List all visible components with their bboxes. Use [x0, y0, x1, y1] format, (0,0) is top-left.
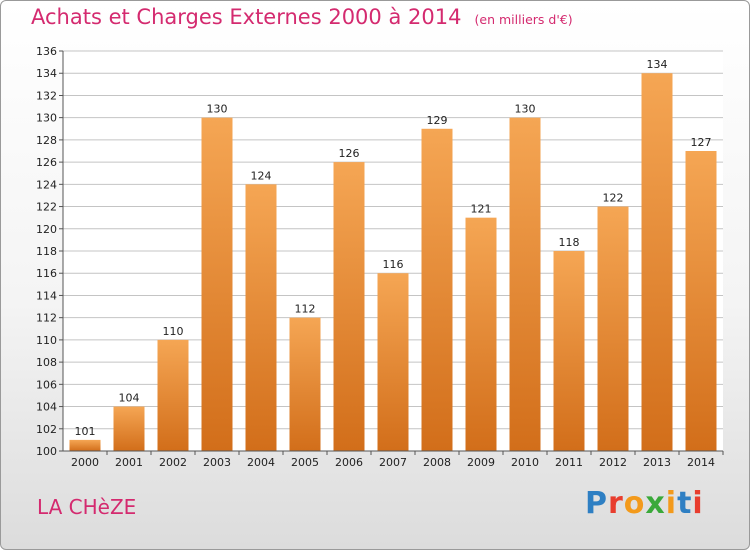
y-tick-label: 132: [36, 89, 57, 102]
x-tick-label: 2014: [687, 456, 715, 469]
bar-2014: [685, 151, 717, 451]
bar-2007: [377, 273, 409, 451]
bar-value-label: 121: [471, 203, 492, 216]
chart-unit: (en milliers d'€): [474, 12, 573, 27]
y-tick-label: 130: [36, 112, 57, 125]
bar-2006: [333, 162, 365, 451]
bar-2000: [69, 439, 101, 451]
logo-letter: i: [665, 486, 678, 521]
bar-2001: [113, 406, 145, 451]
y-tick-label: 136: [36, 45, 57, 58]
bar-2011: [553, 251, 585, 451]
x-tick-label: 2004: [247, 456, 275, 469]
bar-2002: [157, 339, 189, 451]
bar-value-label: 127: [691, 136, 712, 149]
proxiti-logo: Proxiti: [585, 486, 704, 521]
y-tick-label: 110: [36, 334, 57, 347]
y-tick-label: 128: [36, 134, 57, 147]
y-tick-label: 120: [36, 223, 57, 236]
x-tick-label: 2011: [555, 456, 583, 469]
x-tick-label: 2005: [291, 456, 319, 469]
x-tick-label: 2009: [467, 456, 495, 469]
y-tick-label: 104: [36, 401, 57, 414]
bar-value-label: 112: [295, 303, 316, 316]
x-tick-label: 2012: [599, 456, 627, 469]
bar-2005: [289, 317, 321, 451]
x-tick-label: 2002: [159, 456, 187, 469]
y-tick-label: 126: [36, 156, 57, 169]
y-tick-label: 134: [36, 67, 57, 80]
logo-letter: P: [585, 486, 608, 521]
x-tick-label: 2008: [423, 456, 451, 469]
x-tick-label: 2013: [643, 456, 671, 469]
bar-value-label: 130: [515, 103, 536, 116]
bar-2008: [421, 128, 453, 451]
x-tick-label: 2010: [511, 456, 539, 469]
y-tick-label: 106: [36, 378, 57, 391]
y-tick-label: 114: [36, 289, 57, 302]
bar-2009: [465, 217, 497, 451]
logo-letter: x: [645, 486, 666, 521]
y-tick-label: 112: [36, 312, 57, 325]
bar-value-label: 122: [603, 192, 624, 205]
bar-2003: [201, 117, 233, 452]
chart-title: Achats et Charges Externes 2000 à 2014: [31, 5, 462, 29]
logo-letter: t: [677, 486, 693, 521]
x-tick-label: 2000: [71, 456, 99, 469]
x-tick-label: 2007: [379, 456, 407, 469]
bar-2004: [245, 184, 277, 452]
bar-value-label: 126: [339, 147, 360, 160]
logo-letter: r: [608, 486, 624, 521]
x-tick-label: 2006: [335, 456, 363, 469]
y-tick-label: 122: [36, 201, 57, 214]
y-tick-label: 100: [36, 445, 57, 458]
y-tick-label: 116: [36, 267, 57, 280]
bar-value-label: 129: [427, 114, 448, 127]
bar-value-label: 134: [647, 58, 668, 71]
bar-value-label: 124: [251, 169, 272, 182]
bar-value-label: 130: [207, 103, 228, 116]
logo-letter: i: [692, 486, 704, 521]
x-tick-label: 2001: [115, 456, 143, 469]
bar-2013: [641, 73, 673, 451]
y-tick-label: 102: [36, 423, 57, 436]
logo-letter: o: [623, 486, 646, 521]
bar-2012: [597, 206, 629, 451]
title-row: Achats et Charges Externes 2000 à 2014 (…: [31, 5, 573, 29]
bar-2010: [509, 117, 541, 452]
y-tick-label: 108: [36, 356, 57, 369]
bar-value-label: 101: [75, 425, 96, 438]
bar-value-label: 104: [119, 392, 140, 405]
y-tick-label: 118: [36, 245, 57, 258]
bar-value-label: 118: [559, 236, 580, 249]
x-tick-label: 2003: [203, 456, 231, 469]
bar-value-label: 110: [163, 325, 184, 338]
commune-name: LA CHèZE: [37, 495, 137, 519]
bar-value-label: 116: [383, 258, 404, 271]
y-tick-label: 124: [36, 178, 57, 191]
